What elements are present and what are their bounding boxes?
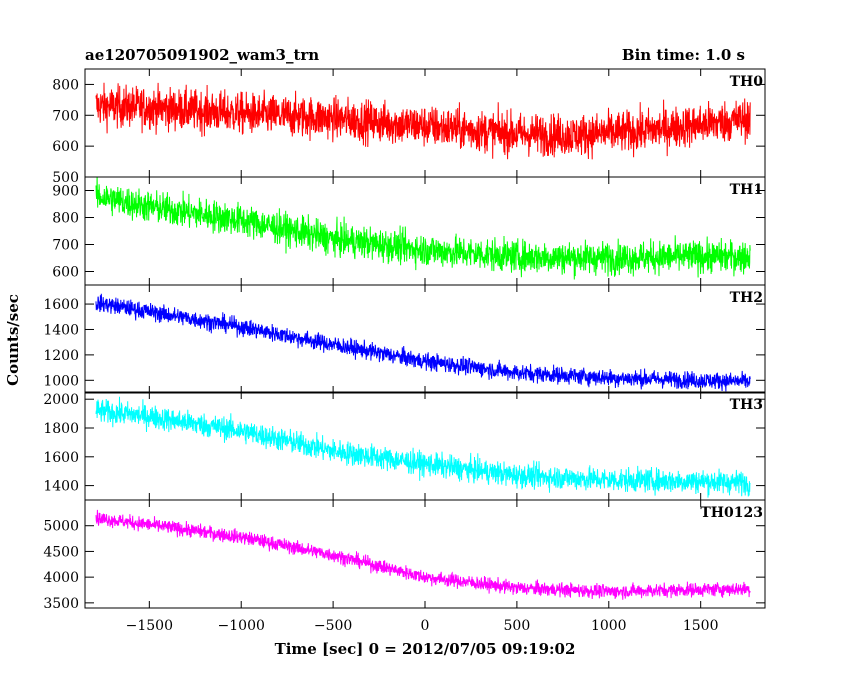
- y-tick-label: 4000: [43, 570, 79, 586]
- x-tick-label: −500: [314, 618, 352, 634]
- panel-label-th2: TH2: [730, 290, 763, 306]
- x-tick-label: −1500: [126, 618, 173, 634]
- panel-frame: [84, 284, 766, 394]
- panel-frame: [84, 176, 766, 286]
- y-tick-label: 1000: [43, 373, 79, 389]
- series-th0123: [95, 509, 751, 600]
- x-tick-label: 1500: [683, 618, 719, 634]
- x-tick-label: −1000: [218, 618, 265, 634]
- x-tick-label: 1000: [591, 618, 627, 634]
- series-th1: [95, 177, 751, 280]
- y-tick-label: 600: [52, 139, 79, 155]
- series-th2: [95, 293, 751, 392]
- series-th0: [95, 82, 751, 160]
- y-tick-label: 5000: [43, 519, 79, 535]
- panel-label-th0123: TH0123: [700, 505, 763, 521]
- panel-label-th1: TH1: [730, 182, 763, 198]
- bin-time-label: Bin time: 1.0 s: [622, 46, 745, 64]
- y-tick-label: 800: [52, 77, 79, 93]
- y-tick-label: 1200: [43, 348, 79, 364]
- panel-label-th3: TH3: [730, 397, 763, 413]
- panel-th0: 500 600 700 800 TH0: [52, 68, 766, 186]
- y-tick-label: 700: [52, 238, 79, 254]
- panel-th3: 1400 1600 1800 2000 TH3: [43, 391, 766, 501]
- y-tick-label: 1600: [43, 297, 79, 313]
- y-tick-label: 700: [52, 108, 79, 124]
- panel-th0123: 3500 4000 4500 5000 TH0123: [43, 499, 766, 612]
- panel-th2: 1000 1200 1400 1600 TH2: [43, 284, 766, 394]
- y-tick-label: 3500: [43, 596, 79, 612]
- figure-title: ae120705091902_wam3_trn: [85, 46, 319, 64]
- y-axis-label: Counts/sec: [4, 294, 22, 386]
- y-tick-label: 1600: [43, 450, 79, 466]
- y-tick-label: 1800: [43, 421, 79, 437]
- panel-label-th0: TH0: [730, 74, 764, 90]
- y-tick-label: 1400: [43, 322, 79, 338]
- x-axis: −1500 −1000 −500 0 500 1000 1500: [126, 618, 719, 634]
- x-tick-label: 0: [421, 618, 430, 634]
- y-tick-label: 1400: [43, 479, 79, 495]
- panels-group: 500 600 700 800 TH0 600 700 800 900 TH1 1000 1200 14…: [43, 68, 766, 612]
- y-tick-label: 2000: [43, 392, 79, 408]
- x-axis-label: Time [sec] 0 = 2012/07/05 09:19:02: [275, 640, 576, 658]
- y-tick-label: 600: [52, 265, 79, 281]
- x-tick-label: 500: [504, 618, 531, 634]
- y-tick-label: 4500: [43, 544, 79, 560]
- y-tick-label: 800: [52, 211, 79, 227]
- panel-th1: 600 700 800 900 TH1: [52, 176, 766, 286]
- series-th3: [95, 396, 751, 498]
- y-tick-label: 500: [52, 170, 79, 186]
- y-tick-label: 900: [52, 184, 79, 200]
